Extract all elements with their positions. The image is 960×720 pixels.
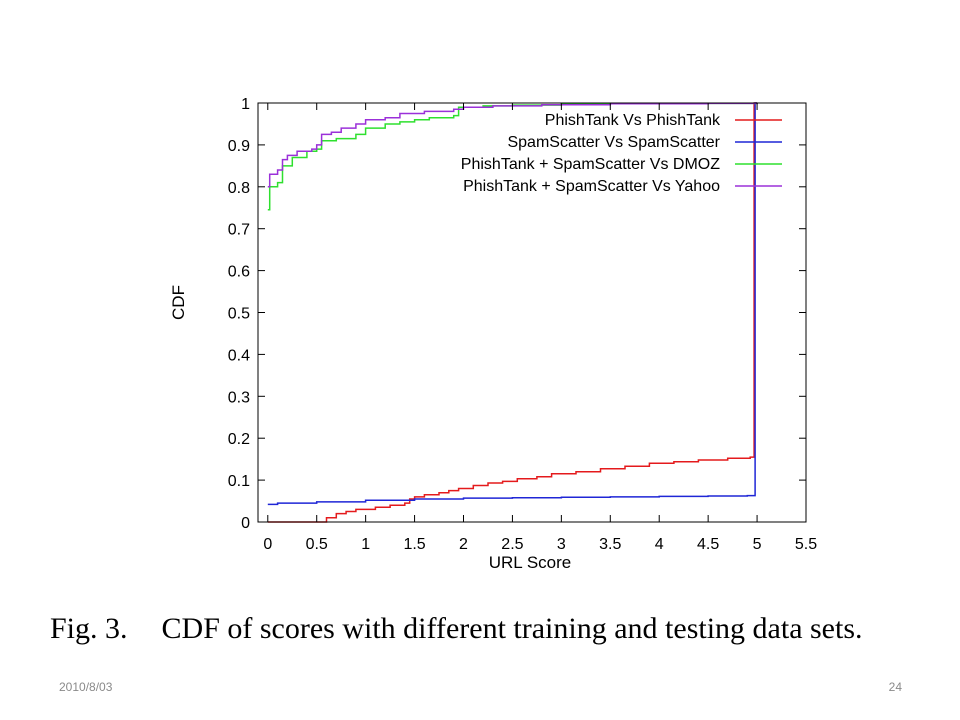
figure-caption: Fig. 3. CDF of scores with different trai… [50,612,930,646]
cdf-chart: 0 0.5 1 1.5 2 2.5 3 3.5 4 4.5 5 5.5 0 0.1 0.2 0.3 0.4 0.5… [169,96,817,572]
y-tick-label: 0 [241,515,250,532]
x-tick-label: 4 [655,536,664,553]
x-tick-label: 5 [753,536,762,553]
y-tick-label: 1 [241,96,250,113]
legend-label-3: PhishTank + SpamScatter Vs DMOZ [461,156,720,173]
x-tick-label: 3 [557,536,566,553]
y-axis-label: CDF [169,285,188,320]
x-tick-label: 0.5 [306,536,328,553]
series-line-1 [267,102,758,523]
legend-label-1: PhishTank Vs PhishTank [545,112,721,129]
y-tick-label: 0.6 [228,264,250,281]
figure-number: Fig. 3. [50,612,128,645]
y-tick-label: 0.3 [228,389,250,406]
page-number: 24 [888,680,902,694]
y-tick-label: 0.8 [228,180,250,197]
caption-text: CDF of scores with different training an… [161,612,863,645]
y-tick-label: 0.4 [228,347,250,364]
y-tick-label: 0.5 [228,306,250,323]
x-axis-label: URL Score [489,553,572,572]
y-tick-label: 0.1 [228,473,250,490]
ticks-layer: 0 0.5 1 1.5 2 2.5 3 3.5 4 4.5 5 5.5 0 0.1 0.2 0.3 0.4 0.5… [228,96,817,553]
legend: PhishTank Vs PhishTank SpamScatter Vs Spa… [461,112,782,195]
series-layer [267,102,758,523]
x-tick-label: 1 [361,536,370,553]
footer-date: 2010/8/03 [59,680,113,694]
x-tick-label: 4.5 [697,536,719,553]
y-tick-label: 0.9 [228,138,250,155]
y-tick-label: 0.7 [228,222,250,239]
y-tick-label: 0.2 [228,431,250,448]
legend-label-2: SpamScatter Vs SpamScatter [507,134,720,151]
x-tick-label: 2 [459,536,468,553]
x-tick-label: 2.5 [501,536,523,553]
x-tick-label: 3.5 [599,536,621,553]
legend-label-4: PhishTank + SpamScatter Vs Yahoo [463,178,720,195]
x-tick-label: 5.5 [795,536,817,553]
series-line-2 [267,102,758,506]
x-tick-label: 0 [263,536,272,553]
series-line-4 [267,102,758,188]
x-tick-label: 1.5 [403,536,425,553]
